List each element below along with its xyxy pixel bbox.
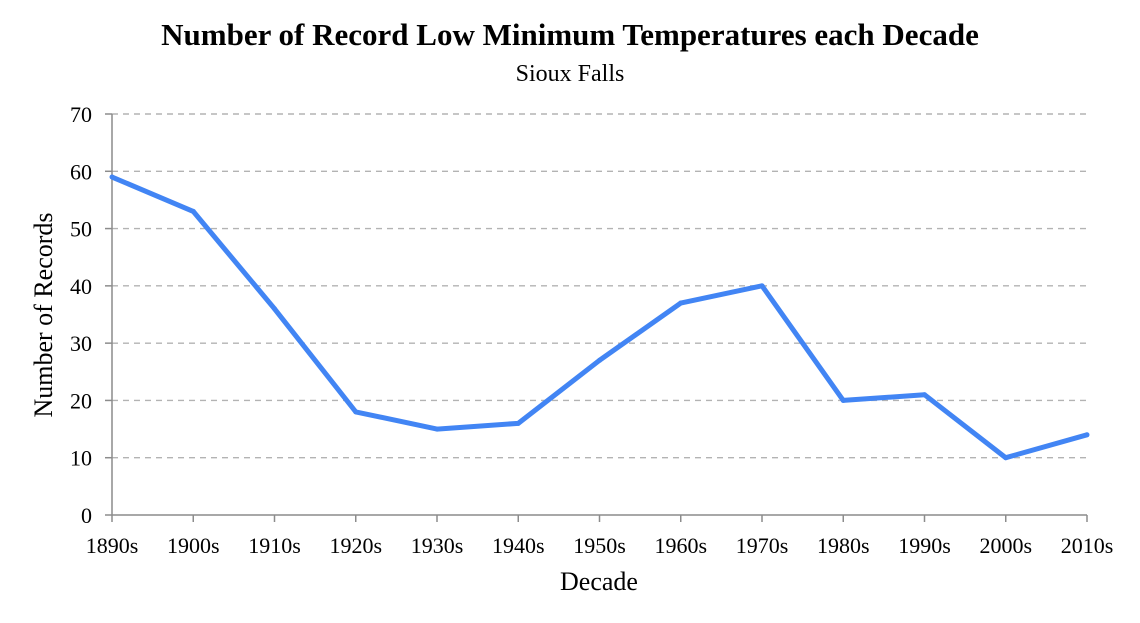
data-point-1900s [190, 208, 196, 214]
x-tick-label: 1930s [411, 533, 464, 558]
x-tick-label: 1940s [492, 533, 545, 558]
x-tick-label: 1910s [248, 533, 301, 558]
y-tick-labels: 0 10 20 30 40 50 60 70 [70, 102, 92, 528]
grid-lines [112, 113, 1087, 459]
y-tick-label: 20 [70, 388, 92, 413]
y-tick-label: 60 [70, 159, 92, 184]
y-tick-label: 0 [81, 503, 92, 528]
x-tick-label: 1990s [898, 533, 951, 558]
data-point-1930s [434, 426, 440, 432]
x-tick-label: 1920s [329, 533, 382, 558]
data-point-1960s [678, 300, 684, 306]
data-point-1890s [109, 174, 115, 180]
data-point-1940s [515, 420, 521, 426]
x-tick-label: 1960s [654, 533, 707, 558]
chart-title: Number of Record Low Minimum Temperature… [161, 17, 979, 52]
x-tick-label: 2010s [1061, 533, 1114, 558]
data-point-1970s [759, 283, 765, 289]
data-point-2000s [1003, 455, 1009, 461]
data-point-1990s [922, 392, 927, 398]
x-tick-label: 2000s [979, 533, 1032, 558]
x-axis-label: Decade [560, 567, 638, 596]
x-tick-label: 1900s [167, 533, 220, 558]
y-tick-label: 30 [70, 331, 92, 356]
data-point-1910s [272, 306, 277, 312]
axes [105, 113, 1088, 522]
x-tick-label: 1980s [817, 533, 870, 558]
y-tick-label: 70 [70, 102, 92, 127]
x-tick-labels: 1890s 1900s 1910s 1920s 1930s 1940s 1950s 1960s… [86, 533, 1114, 558]
chart-subtitle: Sioux Falls [516, 61, 625, 87]
data-point-1920s [353, 409, 359, 415]
series-layer [109, 174, 1090, 461]
y-tick-label: 10 [70, 446, 92, 471]
data-point-1950s [597, 357, 602, 363]
y-tick-label: 40 [70, 274, 92, 299]
data-point-1980s [840, 397, 846, 403]
x-tick-label: 1890s [86, 533, 139, 558]
y-tick-label: 50 [70, 217, 92, 242]
x-tick-label: 1950s [573, 533, 626, 558]
data-point-2010s [1084, 432, 1090, 438]
series-line-0 [111, 174, 1088, 461]
y-axis-label: Number of Records [29, 212, 58, 417]
x-tick-label: 1970s [736, 533, 789, 558]
